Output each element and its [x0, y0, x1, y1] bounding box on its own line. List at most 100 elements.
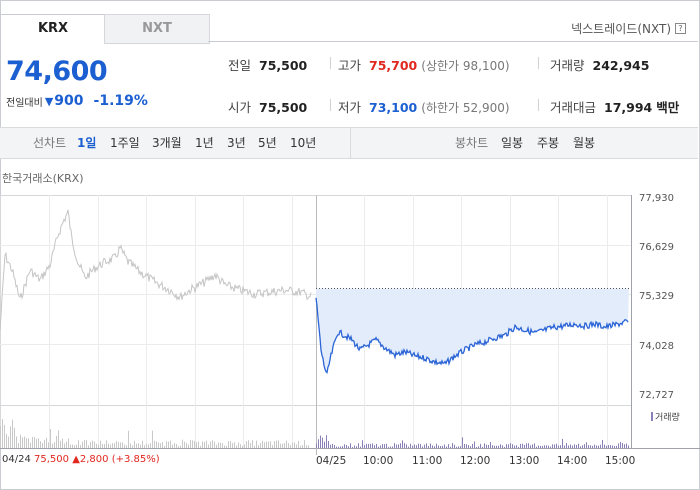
today-volume-bar: [386, 443, 387, 448]
prev-volume-bar: [202, 441, 203, 448]
today-volume-bar: [348, 446, 349, 448]
today-volume-bar: [616, 445, 617, 448]
today-volume-bar: [438, 445, 439, 448]
today-volume-bar: [622, 443, 623, 448]
period-monthly[interactable]: 월봉: [573, 136, 596, 150]
today-volume-bar: [422, 446, 423, 448]
today-volume-bar: [332, 443, 333, 448]
prev-volume-bar: [76, 444, 77, 448]
today-volume-bar: [372, 443, 373, 448]
today-volume-bar: [604, 444, 605, 448]
today-volume-bar: [404, 443, 405, 448]
prev-volume-bar: [132, 445, 133, 448]
today-volume-bar: [366, 443, 367, 448]
today-volume-bar: [620, 441, 621, 448]
prev-volume-bar: [124, 444, 125, 448]
today-volume-bar: [398, 444, 399, 448]
prev-volume-bar: [182, 439, 183, 448]
prev-volume-bar: [24, 436, 25, 448]
today-volume-bar: [406, 444, 407, 448]
today-volume-bar: [492, 445, 493, 448]
period-divider: [350, 128, 351, 158]
y-tick-label: 72,727: [639, 390, 674, 401]
nextrade-label[interactable]: 넥스트레이드(NXT): [571, 22, 671, 36]
prev-day-series: [0, 209, 312, 330]
today-volume-bar: [490, 442, 491, 448]
prev-volume-bar: [262, 440, 263, 448]
today-volume-bar: [512, 444, 513, 448]
prev-volume-bar: [248, 440, 249, 448]
prev-volume-bar: [286, 440, 287, 448]
prev-volume-bar: [210, 441, 211, 448]
prev-volume-bar: [6, 433, 7, 448]
today-volume-bar: [464, 444, 465, 448]
prev-volume-bar: [2, 419, 3, 448]
chart-title: 한국거래소(KRX): [2, 172, 84, 185]
prev-volume-bar: [118, 442, 119, 448]
prev-volume-bar: [112, 443, 113, 448]
prev-volume-bar: [28, 438, 29, 448]
today-volume-bar: [362, 440, 363, 448]
period-1w[interactable]: 1주일: [110, 136, 140, 150]
prev-volume-bar: [94, 441, 95, 448]
today-volume-bar: [552, 444, 553, 448]
period-3m[interactable]: 3개월: [152, 136, 182, 150]
prev-volume-bar: [48, 442, 49, 448]
prev-volume-bar: [228, 441, 229, 448]
prev-volume-bar: [106, 440, 107, 448]
period-weekly[interactable]: 주봉: [537, 136, 560, 150]
prev-volume-bar: [224, 445, 225, 448]
prev-volume-bar: [290, 444, 291, 448]
period-10y[interactable]: 10년: [290, 136, 317, 150]
today-volume-bar: [558, 445, 559, 448]
tab-krx[interactable]: KRX: [0, 14, 106, 43]
prev-volume-bar: [86, 440, 87, 448]
today-volume-bar: [590, 445, 591, 448]
prev-volume-bar: [278, 440, 279, 448]
down-arrow-icon: ▼: [44, 94, 54, 108]
prev-volume-bar: [160, 443, 161, 448]
prev-volume-bar: [168, 441, 169, 448]
prev-volume-bar: [54, 442, 55, 448]
x-tick-label: 13:00: [509, 455, 539, 467]
prev-volume-bar: [58, 430, 59, 448]
prev-volume-bar: [70, 444, 71, 448]
prev-volume-bar: [140, 444, 141, 448]
period-3y[interactable]: 3년: [227, 136, 246, 150]
prev-volume-bar: [292, 442, 293, 448]
help-icon[interactable]: ?: [675, 23, 686, 34]
today-volume-bar: [570, 444, 571, 448]
today-volume-bar: [588, 445, 589, 448]
prev-volume-bar: [80, 444, 81, 448]
period-daily[interactable]: 일봉: [501, 136, 524, 150]
period-1y[interactable]: 1년: [195, 136, 214, 150]
today-volume-bar: [476, 446, 477, 448]
prev-volume-bar: [260, 442, 261, 448]
stat-label: 거래량: [550, 58, 585, 73]
tab-nxt[interactable]: NXT: [104, 14, 210, 44]
today-volume-bar: [454, 444, 455, 448]
prev-volume-bar: [234, 442, 235, 448]
period-1d[interactable]: 1일: [77, 136, 97, 150]
stat-open: 시가 75,500: [228, 97, 307, 116]
today-volume-bar: [414, 444, 415, 448]
prev-volume-bar: [218, 442, 219, 448]
prev-volume-bar: [148, 444, 149, 448]
prev-volume-bar: [192, 440, 193, 448]
today-volume-bar: [364, 445, 365, 448]
nextrade-link[interactable]: 넥스트레이드(NXT) ?: [571, 20, 686, 37]
period-5y[interactable]: 5년: [258, 136, 277, 150]
volume-swatch: [651, 412, 653, 421]
x-tick-label: 12:00: [460, 455, 490, 467]
prev-volume-bar: [130, 443, 131, 448]
prev-volume-bar: [30, 442, 31, 448]
prev-volume-bar: [268, 441, 269, 448]
prev-volume-bar: [74, 445, 75, 448]
prev-volume-bar: [150, 443, 151, 448]
today-volume-bar: [426, 443, 427, 448]
today-volume-bar: [382, 444, 383, 448]
stat-label: 저가: [338, 100, 362, 115]
prev-change-percent: (+3.85%): [111, 454, 160, 465]
today-volume-bar: [446, 446, 447, 448]
